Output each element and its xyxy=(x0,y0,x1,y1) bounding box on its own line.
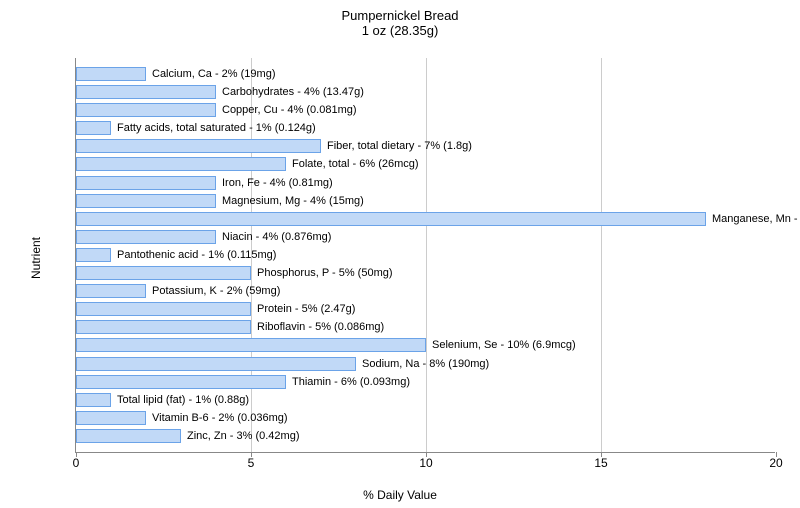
bar-label: Selenium, Se - 10% (6.9mcg) xyxy=(426,338,576,352)
bar-row: Potassium, K - 2% (59mg) xyxy=(76,283,775,299)
bar-row: Riboflavin - 5% (0.086mg) xyxy=(76,319,775,335)
bar xyxy=(76,393,111,407)
y-axis-label: Nutrient xyxy=(29,237,43,279)
bar-row: Fiber, total dietary - 7% (1.8g) xyxy=(76,138,775,154)
bar xyxy=(76,67,146,81)
bar xyxy=(76,266,251,280)
bar xyxy=(76,284,146,298)
bar-row: Niacin - 4% (0.876mg) xyxy=(76,229,775,245)
bar-label: Total lipid (fat) - 1% (0.88g) xyxy=(111,393,249,407)
bar-row: Sodium, Na - 8% (190mg) xyxy=(76,356,775,372)
bar xyxy=(76,85,216,99)
bar xyxy=(76,302,251,316)
bar-row: Total lipid (fat) - 1% (0.88g) xyxy=(76,392,775,408)
bar-label: Manganese, Mn - 18% (0.370mg) xyxy=(706,212,800,226)
bar-label: Magnesium, Mg - 4% (15mg) xyxy=(216,194,364,208)
bar-label: Calcium, Ca - 2% (19mg) xyxy=(146,67,275,81)
bar-row: Fatty acids, total saturated - 1% (0.124… xyxy=(76,120,775,136)
bar-label: Folate, total - 6% (26mcg) xyxy=(286,157,419,171)
bar-row: Thiamin - 6% (0.093mg) xyxy=(76,374,775,390)
x-tick-label: 20 xyxy=(769,456,782,470)
bar-label: Copper, Cu - 4% (0.081mg) xyxy=(216,103,357,117)
bar-row: Protein - 5% (2.47g) xyxy=(76,301,775,317)
bar-row: Pantothenic acid - 1% (0.115mg) xyxy=(76,247,775,263)
bar xyxy=(76,157,286,171)
bar-label: Iron, Fe - 4% (0.81mg) xyxy=(216,176,333,190)
bar-row: Manganese, Mn - 18% (0.370mg) xyxy=(76,211,775,227)
bar-label: Phosphorus, P - 5% (50mg) xyxy=(251,266,393,280)
bar xyxy=(76,375,286,389)
bar xyxy=(76,176,216,190)
bar xyxy=(76,357,356,371)
bar-label: Fiber, total dietary - 7% (1.8g) xyxy=(321,139,472,153)
bar-row: Magnesium, Mg - 4% (15mg) xyxy=(76,193,775,209)
bar-label: Zinc, Zn - 3% (0.42mg) xyxy=(181,429,299,443)
bar-label: Vitamin B-6 - 2% (0.036mg) xyxy=(146,411,288,425)
bar-label: Potassium, K - 2% (59mg) xyxy=(146,284,280,298)
bar xyxy=(76,248,111,262)
plot-area: Calcium, Ca - 2% (19mg) Carbohydrates - 4… xyxy=(75,58,775,453)
bar xyxy=(76,121,111,135)
bar-row: Phosphorus, P - 5% (50mg) xyxy=(76,265,775,281)
bars-group: Calcium, Ca - 2% (19mg) Carbohydrates - 4… xyxy=(76,66,775,444)
bar-label: Sodium, Na - 8% (190mg) xyxy=(356,357,489,371)
chart-subtitle: 1 oz (28.35g) xyxy=(0,23,800,38)
bar xyxy=(76,194,216,208)
bar xyxy=(76,338,426,352)
bar xyxy=(76,411,146,425)
chart-title: Pumpernickel Bread xyxy=(0,8,800,23)
bar-row: Vitamin B-6 - 2% (0.036mg) xyxy=(76,410,775,426)
chart-container: Pumpernickel Bread 1 oz (28.35g) Nutrien… xyxy=(0,8,800,508)
bar-label: Niacin - 4% (0.876mg) xyxy=(216,230,331,244)
bar xyxy=(76,212,706,226)
bar-label: Pantothenic acid - 1% (0.115mg) xyxy=(111,248,276,262)
bar-row: Zinc, Zn - 3% (0.42mg) xyxy=(76,428,775,444)
bar xyxy=(76,103,216,117)
bar-label: Carbohydrates - 4% (13.47g) xyxy=(216,85,364,99)
bar-row: Copper, Cu - 4% (0.081mg) xyxy=(76,102,775,118)
bar-row: Folate, total - 6% (26mcg) xyxy=(76,156,775,172)
bar-row: Carbohydrates - 4% (13.47g) xyxy=(76,84,775,100)
bar-label: Riboflavin - 5% (0.086mg) xyxy=(251,320,384,334)
bar xyxy=(76,320,251,334)
x-tick-label: 0 xyxy=(73,456,80,470)
bar-row: Selenium, Se - 10% (6.9mcg) xyxy=(76,337,775,353)
bar-label: Fatty acids, total saturated - 1% (0.124… xyxy=(111,121,316,135)
x-tick-label: 15 xyxy=(594,456,607,470)
bar-row: Iron, Fe - 4% (0.81mg) xyxy=(76,175,775,191)
bar-row: Calcium, Ca - 2% (19mg) xyxy=(76,66,775,82)
bar xyxy=(76,230,216,244)
x-tick-label: 10 xyxy=(419,456,432,470)
bar xyxy=(76,139,321,153)
x-tick-label: 5 xyxy=(248,456,255,470)
bar-label: Thiamin - 6% (0.093mg) xyxy=(286,375,410,389)
bar-label: Protein - 5% (2.47g) xyxy=(251,302,355,316)
bar xyxy=(76,429,181,443)
